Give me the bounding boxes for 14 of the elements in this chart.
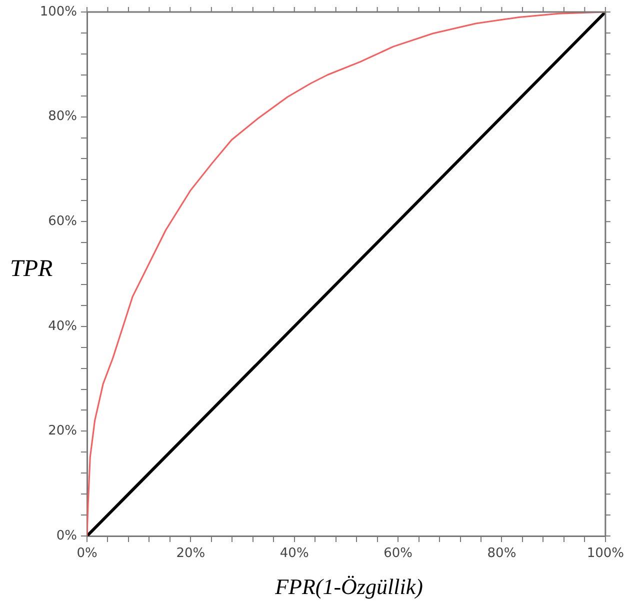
x-tick-label: 100% (586, 546, 624, 562)
y-tick-label: 20% (48, 424, 77, 439)
x-tick-label: 20% (176, 546, 206, 562)
x-axis-title: FPR(1-Özgüllik) (274, 574, 424, 600)
y-tick-label: 80% (48, 109, 77, 124)
y-axis-title: TPR (10, 256, 53, 283)
x-tick-label: 40% (280, 546, 309, 562)
y-tick-label: 40% (48, 318, 77, 334)
y-tick-label: 0% (56, 528, 77, 544)
y-tick-label: 100% (40, 4, 77, 20)
x-tick-label: 60% (384, 546, 413, 562)
x-tick-label: 0% (76, 546, 98, 562)
x-tick-label: 80% (487, 546, 516, 562)
y-tick-label: 60% (48, 214, 77, 229)
